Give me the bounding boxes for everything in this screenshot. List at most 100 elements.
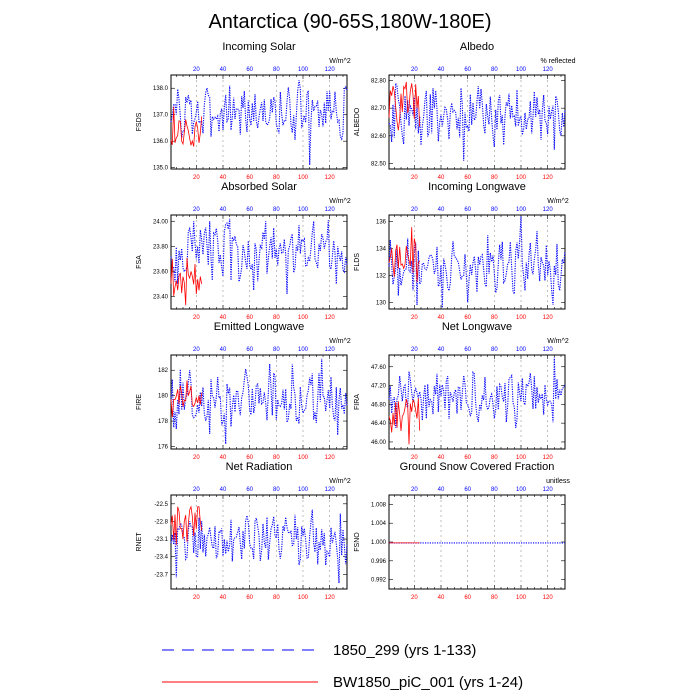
xtick-label-bottom-fsds: 120 bbox=[325, 175, 336, 181]
xtick-label-bottom-fsno: 40 bbox=[438, 595, 445, 601]
ytick-label-fire: 178 bbox=[158, 419, 169, 425]
ylabel-flds: FLDS bbox=[354, 253, 361, 271]
xtick-label-top-fsds: 100 bbox=[298, 67, 309, 73]
xtick-label-top-fsa: 100 bbox=[298, 207, 309, 213]
panel-rnet: Net Radiation W/m^2 20 40 60 80 100 120 20 40 60 80… bbox=[136, 461, 351, 601]
units-label-fire: W/m^2 bbox=[329, 338, 351, 345]
legend-label-2: BW1850_piC_001 (yrs 1-24) bbox=[333, 674, 523, 691]
units-label-albedo: % reflected bbox=[540, 58, 575, 65]
xtick-label-bottom-rnet: 80 bbox=[273, 595, 280, 601]
ylabel-fira: FIRA bbox=[354, 394, 361, 410]
panel-title-fire: Emitted Longwave bbox=[214, 321, 305, 333]
xtick-label-top-fsa: 40 bbox=[220, 207, 227, 213]
xtick-label-top-rnet: 60 bbox=[246, 487, 253, 493]
xtick-label-bottom-fsno: 20 bbox=[411, 595, 418, 601]
ytick-label-rnet: -23.1 bbox=[154, 537, 168, 543]
xtick-label-bottom-fira: 20 bbox=[411, 455, 418, 461]
ytick-label-rnet: -22.8 bbox=[154, 519, 168, 525]
xtick-label-top-fsa: 120 bbox=[325, 207, 336, 213]
ytick-label-fsa: 24.00 bbox=[153, 219, 169, 225]
xtick-label-bottom-flds: 80 bbox=[491, 315, 498, 321]
ytick-label-fsds: 138.0 bbox=[153, 86, 169, 92]
xtick-label-top-fsno: 100 bbox=[516, 487, 527, 493]
xtick-label-bottom-flds: 20 bbox=[411, 315, 418, 321]
xtick-label-bottom-fira: 60 bbox=[464, 455, 471, 461]
ylabel-rnet: RNET bbox=[136, 532, 143, 552]
xtick-label-top-fsds: 20 bbox=[193, 67, 200, 73]
units-label-rnet: W/m^2 bbox=[329, 478, 351, 485]
units-label-fsno: unitless bbox=[546, 478, 570, 485]
xtick-label-top-albedo: 40 bbox=[438, 67, 445, 73]
plot-frame-fira bbox=[388, 354, 566, 450]
xtick-label-top-fira: 40 bbox=[438, 347, 445, 353]
xtick-label-top-fsds: 120 bbox=[325, 67, 336, 73]
xtick-label-bottom-fsa: 120 bbox=[325, 315, 336, 321]
xtick-label-top-albedo: 20 bbox=[411, 67, 418, 73]
xtick-label-top-fira: 120 bbox=[543, 347, 554, 353]
ytick-label-fsa: 23.40 bbox=[153, 294, 169, 300]
xtick-label-top-albedo: 100 bbox=[516, 67, 527, 73]
xtick-label-bottom-fire: 20 bbox=[193, 455, 200, 461]
ytick-label-fire: 180 bbox=[158, 394, 169, 400]
xtick-label-bottom-fsno: 60 bbox=[464, 595, 471, 601]
xtick-label-bottom-fira: 120 bbox=[543, 455, 554, 461]
xtick-label-top-rnet: 40 bbox=[220, 487, 227, 493]
ytick-label-rnet: -23.4 bbox=[154, 555, 168, 561]
plot-frame-albedo bbox=[388, 74, 566, 170]
xtick-label-top-fire: 120 bbox=[325, 347, 336, 353]
xtick-label-bottom-rnet: 60 bbox=[246, 595, 253, 601]
xtick-label-bottom-albedo: 80 bbox=[491, 175, 498, 181]
xtick-label-top-flds: 120 bbox=[543, 207, 554, 213]
xtick-label-top-fira: 100 bbox=[516, 347, 527, 353]
xtick-label-bottom-fira: 80 bbox=[491, 455, 498, 461]
panels-group: Incoming Solar W/m^2 20 40 60 80 100 120 20 40 60 8… bbox=[136, 41, 576, 601]
panel-title-fsds: Incoming Solar bbox=[222, 41, 296, 53]
ylabel-albedo: ALBEDO bbox=[354, 107, 361, 136]
panel-title-flds: Incoming Longwave bbox=[428, 181, 526, 193]
ytick-label-fira: 47.60 bbox=[371, 365, 387, 371]
panel-title-rnet: Net Radiation bbox=[226, 461, 293, 473]
ytick-label-fsno: 1.000 bbox=[371, 540, 387, 546]
units-label-fsds: W/m^2 bbox=[329, 58, 351, 65]
xtick-label-bottom-fsno: 120 bbox=[543, 595, 554, 601]
xtick-label-top-rnet: 20 bbox=[193, 487, 200, 493]
xtick-label-bottom-fsds: 100 bbox=[298, 175, 309, 181]
ytick-label-fsds: 135.0 bbox=[153, 166, 169, 172]
xtick-label-bottom-fira: 40 bbox=[438, 455, 445, 461]
series-line-run1-albedo bbox=[388, 83, 566, 161]
panel-title-fsa: Absorbed Solar bbox=[221, 181, 297, 193]
xtick-label-top-fire: 20 bbox=[193, 347, 200, 353]
xtick-label-top-rnet: 80 bbox=[273, 487, 280, 493]
ytick-label-flds: 130 bbox=[376, 300, 387, 306]
panel-flds: Incoming Longwave W/m^2 20 40 60 80 100 120 20 40… bbox=[354, 181, 569, 321]
xtick-label-bottom-fsa: 80 bbox=[273, 315, 280, 321]
series-line-run1-fsds bbox=[170, 80, 348, 166]
xtick-label-bottom-fsds: 20 bbox=[193, 175, 200, 181]
xtick-label-top-fsno: 120 bbox=[543, 487, 554, 493]
xtick-label-bottom-albedo: 20 bbox=[411, 175, 418, 181]
ytick-label-albedo: 82.80 bbox=[371, 79, 387, 85]
xtick-label-top-albedo: 80 bbox=[491, 67, 498, 73]
xtick-label-top-flds: 80 bbox=[491, 207, 498, 213]
ytick-label-albedo: 82.50 bbox=[371, 161, 387, 167]
xtick-label-top-fira: 20 bbox=[411, 347, 418, 353]
ytick-label-flds: 132 bbox=[376, 273, 387, 279]
units-label-flds: W/m^2 bbox=[547, 198, 569, 205]
ytick-label-fsno: 0.996 bbox=[371, 559, 387, 565]
xtick-label-bottom-fsds: 40 bbox=[220, 175, 227, 181]
xtick-label-top-fsds: 60 bbox=[246, 67, 253, 73]
xtick-label-bottom-rnet: 100 bbox=[298, 595, 309, 601]
xtick-label-bottom-fire: 120 bbox=[325, 455, 336, 461]
ytick-label-fsno: 0.992 bbox=[371, 578, 387, 584]
xtick-label-bottom-fsds: 80 bbox=[273, 175, 280, 181]
ytick-label-fira: 46.00 bbox=[371, 440, 387, 446]
xtick-label-bottom-fire: 80 bbox=[273, 455, 280, 461]
xtick-label-bottom-fira: 100 bbox=[516, 455, 527, 461]
xtick-label-bottom-fsds: 60 bbox=[246, 175, 253, 181]
ytick-label-fira: 46.80 bbox=[371, 402, 387, 408]
xtick-label-bottom-fsno: 80 bbox=[491, 595, 498, 601]
series-line-run2-flds bbox=[388, 227, 421, 283]
xtick-label-bottom-rnet: 120 bbox=[325, 595, 336, 601]
ylabel-fsds: FSDS bbox=[136, 112, 143, 131]
